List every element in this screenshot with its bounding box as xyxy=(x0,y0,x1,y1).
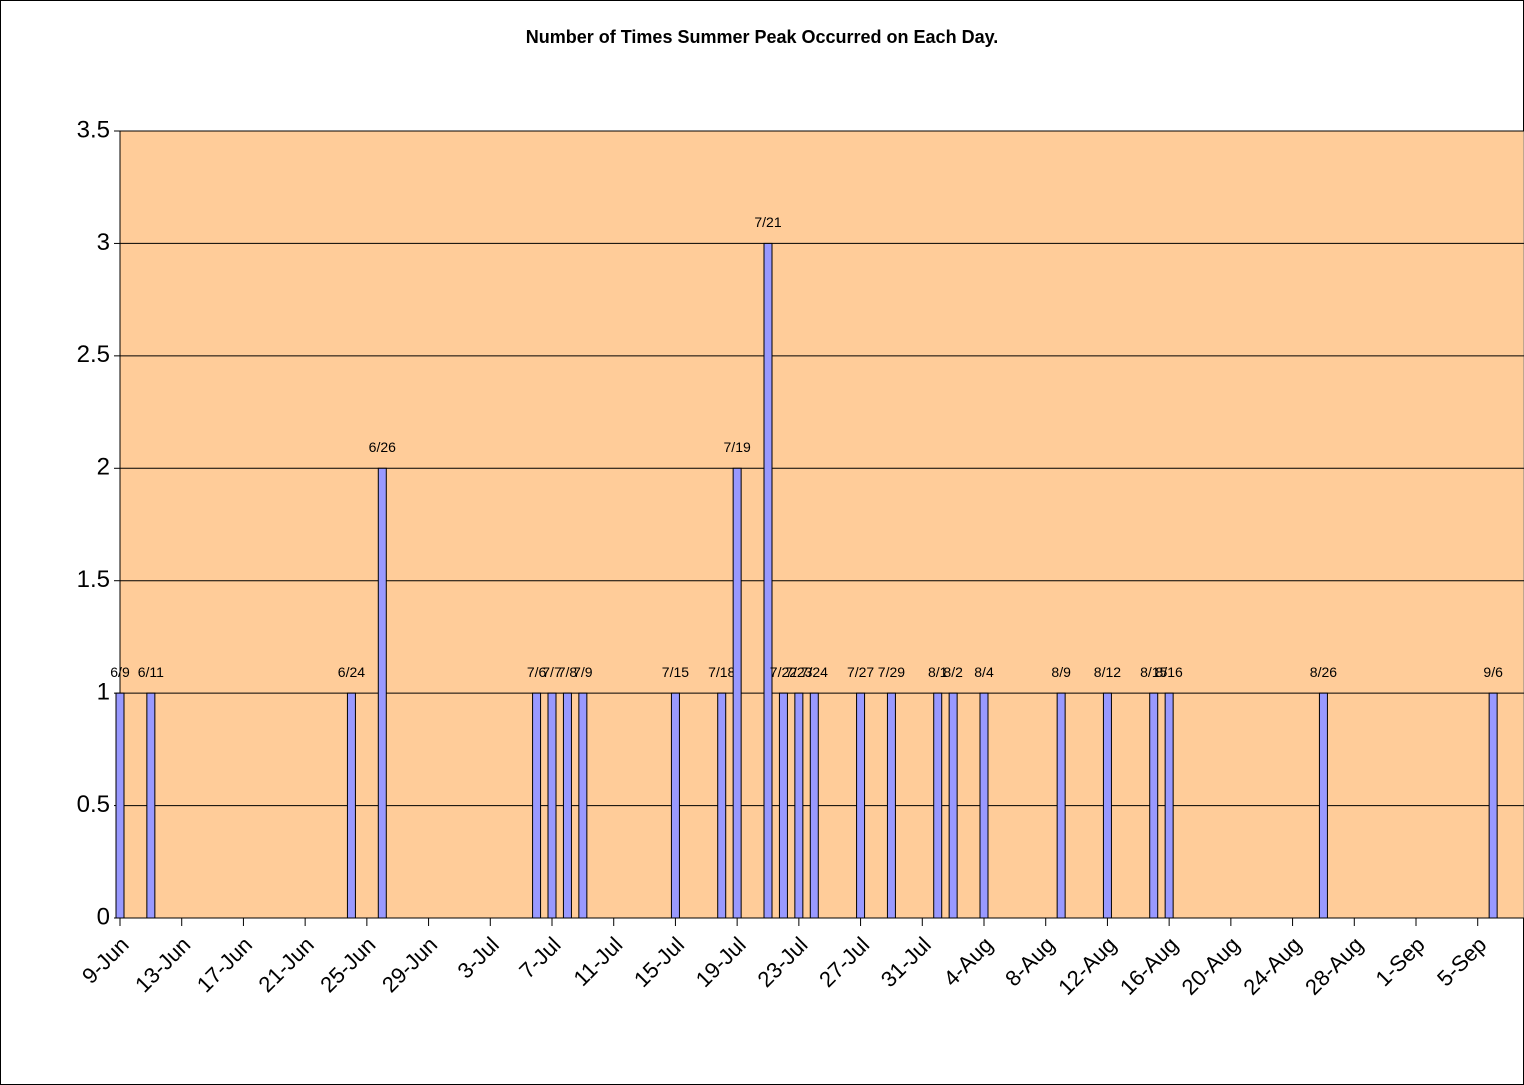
y-tick-label: 0.5 xyxy=(77,791,110,818)
bar xyxy=(809,692,819,919)
data-label: 7/9 xyxy=(573,664,593,680)
bar xyxy=(856,692,866,919)
y-tick-label: 0 xyxy=(97,903,110,930)
data-label: 7/19 xyxy=(724,439,751,455)
bar xyxy=(562,692,572,919)
data-label: 7/8 xyxy=(558,664,578,680)
data-label: 7/29 xyxy=(878,664,905,680)
bar xyxy=(732,467,742,919)
data-label: 8/2 xyxy=(943,664,963,680)
bar xyxy=(1318,692,1328,919)
bar xyxy=(717,692,727,919)
data-label: 8/4 xyxy=(974,664,994,680)
data-label: 6/9 xyxy=(110,664,130,680)
data-label: 7/22 xyxy=(770,664,797,680)
bar xyxy=(578,692,588,919)
bar xyxy=(886,692,896,919)
y-tick-label: 3 xyxy=(97,229,110,256)
data-label: 8/12 xyxy=(1094,664,1121,680)
data-label: 7/7 xyxy=(542,664,562,680)
bar xyxy=(948,692,958,919)
data-label: 9/6 xyxy=(1483,664,1503,680)
y-tick-label: 2.5 xyxy=(77,341,110,368)
chart-title: Number of Times Summer Peak Occurred on … xyxy=(526,27,999,47)
y-tick-label: 1 xyxy=(97,678,110,705)
data-label: 7/6 xyxy=(527,664,547,680)
data-label: 8/1 xyxy=(928,664,948,680)
plot-area xyxy=(119,130,1524,919)
bar xyxy=(547,692,557,919)
bar xyxy=(933,692,943,919)
data-label: 8/16 xyxy=(1156,664,1183,680)
y-tick-label: 1.5 xyxy=(77,566,110,593)
data-label: 7/18 xyxy=(708,664,735,680)
data-label: 8/26 xyxy=(1310,664,1337,680)
bar xyxy=(146,692,156,919)
bar xyxy=(115,692,125,919)
data-label: 6/24 xyxy=(338,664,365,680)
data-label: 7/24 xyxy=(801,664,828,680)
data-label: 6/11 xyxy=(138,664,164,680)
bar xyxy=(1149,692,1159,919)
data-label: 8/9 xyxy=(1051,664,1071,680)
bar xyxy=(670,692,680,919)
y-tick-label: 2 xyxy=(97,454,110,481)
bar xyxy=(778,692,788,919)
bar xyxy=(377,467,387,919)
data-label: 7/21 xyxy=(754,214,781,230)
bar xyxy=(1488,692,1498,919)
bar xyxy=(1102,692,1112,919)
data-label: 8/15 xyxy=(1140,664,1167,680)
bar xyxy=(532,692,542,919)
bar xyxy=(1164,692,1174,919)
data-label: 7/23 xyxy=(785,664,812,680)
data-label: 7/27 xyxy=(847,664,874,680)
y-tick-label: 3.5 xyxy=(77,116,110,143)
data-label: 6/26 xyxy=(369,439,396,455)
bar xyxy=(794,692,804,919)
bar xyxy=(763,242,773,919)
bar xyxy=(346,692,356,919)
data-label: 7/15 xyxy=(662,664,689,680)
bar xyxy=(1056,692,1066,919)
bar xyxy=(979,692,989,919)
